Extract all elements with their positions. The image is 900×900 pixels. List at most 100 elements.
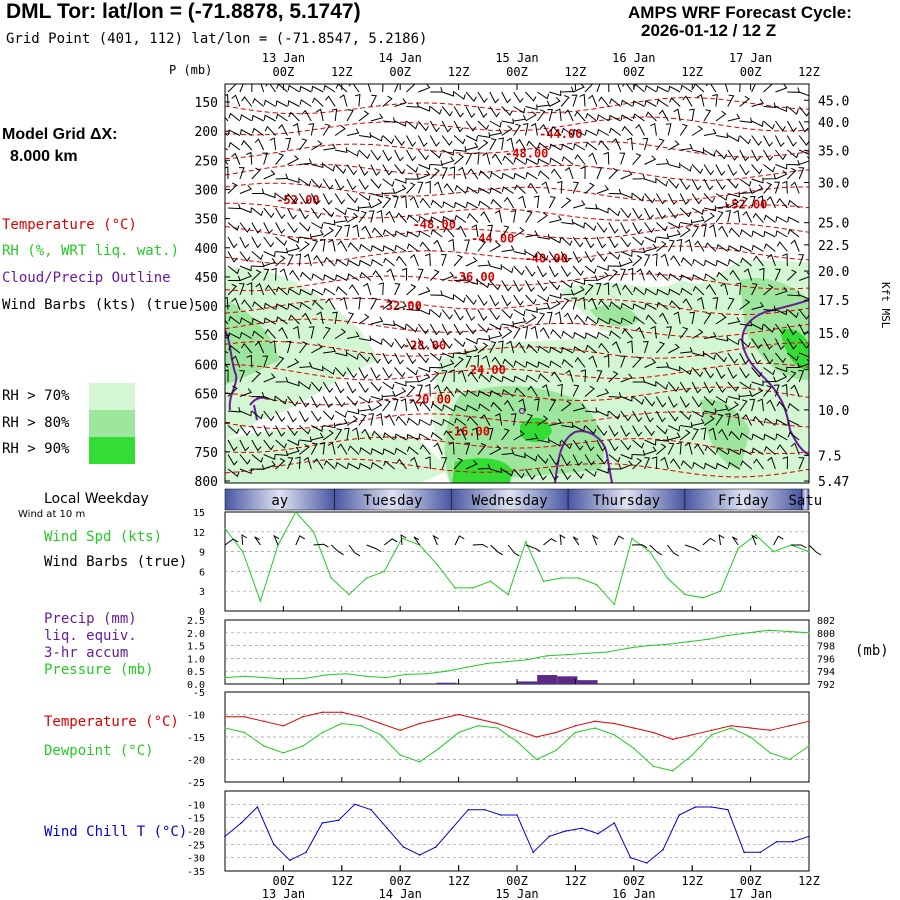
- wind-barb: [394, 120, 407, 127]
- wind-barb: [596, 388, 610, 397]
- wind-barb: [227, 182, 238, 194]
- wind-barb: [644, 254, 651, 267]
- wind-barb: [312, 300, 324, 310]
- wind-barb: [727, 381, 739, 392]
- wind-barb: [537, 142, 550, 151]
- wind-barb: [763, 323, 775, 333]
- wind-barb: [310, 178, 323, 189]
- wind-barb: [513, 249, 526, 255]
- wind-barb: [441, 167, 448, 180]
- wind-barb: [549, 293, 562, 299]
- wind-barb: [346, 205, 360, 212]
- wind-barb: [798, 457, 805, 470]
- rh-region-1: [225, 428, 450, 483]
- wind-barb: [466, 186, 479, 194]
- wind-barb: [646, 269, 657, 281]
- height-tick-label: 17.5: [818, 294, 849, 309]
- wind-barb: [346, 149, 359, 157]
- wind-chill-series-point: [418, 854, 421, 856]
- wind-barb: [786, 106, 799, 115]
- wind-barb: [798, 106, 809, 117]
- wind-barb: [541, 384, 550, 397]
- wind-barb: [453, 338, 466, 348]
- wind-speed-tick-label: 3: [199, 587, 205, 598]
- dewpoint-series-point: [574, 731, 577, 734]
- wind-barb: [409, 253, 419, 267]
- wind-barb: [739, 367, 750, 379]
- wind-chill-series-point: [581, 827, 583, 830]
- wind-barb: [651, 456, 658, 470]
- wind-barb: [246, 282, 253, 296]
- wind-barb: [561, 358, 574, 368]
- wind-barb: [525, 468, 536, 480]
- wind-barb: [501, 280, 512, 292]
- wind-barb: [346, 193, 358, 204]
- wind-barb: [775, 149, 787, 161]
- wind-barb: [453, 294, 466, 304]
- wind-barb: [537, 437, 550, 444]
- wind-barb: [775, 120, 786, 132]
- pressure-series-point: [788, 630, 790, 633]
- wind-speed-series-point: [648, 550, 651, 553]
- time-tick-bottom-label: 00Z: [623, 874, 645, 888]
- wind-barb: [263, 222, 273, 235]
- wind-barb: [225, 166, 229, 180]
- wind-barb: [490, 198, 503, 209]
- wind-barb: [561, 346, 574, 354]
- wind-barb: [477, 443, 487, 455]
- legend-rh: RH (%, WRT liq. wat.): [2, 243, 180, 259]
- wind-barb: [775, 287, 788, 296]
- wind-barb: [425, 180, 431, 194]
- wind-barb: [632, 222, 643, 234]
- wind-barb: [489, 171, 502, 180]
- wind-barb: [278, 124, 288, 136]
- wind-barb: [753, 255, 764, 267]
- wind-barb: [632, 439, 645, 449]
- wind-barb: [239, 265, 252, 272]
- wind-barb: [467, 168, 479, 180]
- wind-barb: [334, 396, 346, 408]
- wind-barb: [448, 238, 455, 252]
- wind-barb: [704, 259, 717, 267]
- wind-barb: [456, 428, 467, 441]
- wind-barb: [596, 185, 610, 194]
- wind-barb: [370, 297, 378, 310]
- wind-chill-series: [224, 803, 810, 864]
- wind-barb: [334, 410, 347, 418]
- wind-barb: [295, 456, 301, 470]
- wind-barb: [679, 410, 692, 421]
- wind-barb: [548, 468, 559, 481]
- date-top-label: 15 Jan: [495, 51, 538, 65]
- surface-wind-barb: [543, 538, 557, 546]
- wind-speed-series-point: [684, 593, 686, 596]
- temperature-series-point: [263, 720, 265, 723]
- wind-barb: [406, 338, 417, 350]
- wind-barb: [739, 135, 751, 145]
- wind-barb: [465, 345, 479, 354]
- wind-barb: [334, 225, 343, 238]
- wind-barb: [275, 303, 288, 310]
- wind-barb: [550, 125, 562, 136]
- wind-barb: [310, 193, 321, 205]
- wind-barb: [763, 135, 774, 147]
- wind-barb: [254, 341, 265, 354]
- wind-barb: [644, 358, 657, 368]
- wind-barb: [522, 123, 529, 136]
- wind-barb: [635, 326, 645, 339]
- wind-barb: [442, 201, 455, 209]
- wind-barb: [454, 388, 467, 397]
- wind-barb: [635, 123, 645, 136]
- wind-speed-series-point: [772, 550, 775, 553]
- cloud-outline-path-0: [225, 329, 238, 411]
- wind-barb: [298, 193, 310, 205]
- wind-barb: [448, 441, 455, 455]
- wind-barb: [489, 294, 500, 307]
- wind-barb: [705, 84, 717, 93]
- wind-barb: [465, 152, 473, 165]
- wind-barb: [275, 316, 288, 325]
- pressure-tick-label: 650: [195, 388, 218, 403]
- wind-speed-series-point: [737, 547, 740, 550]
- time-tick-top-label: 12Z: [681, 65, 703, 79]
- wind-barb: [322, 178, 334, 190]
- wind-barb: [644, 380, 657, 387]
